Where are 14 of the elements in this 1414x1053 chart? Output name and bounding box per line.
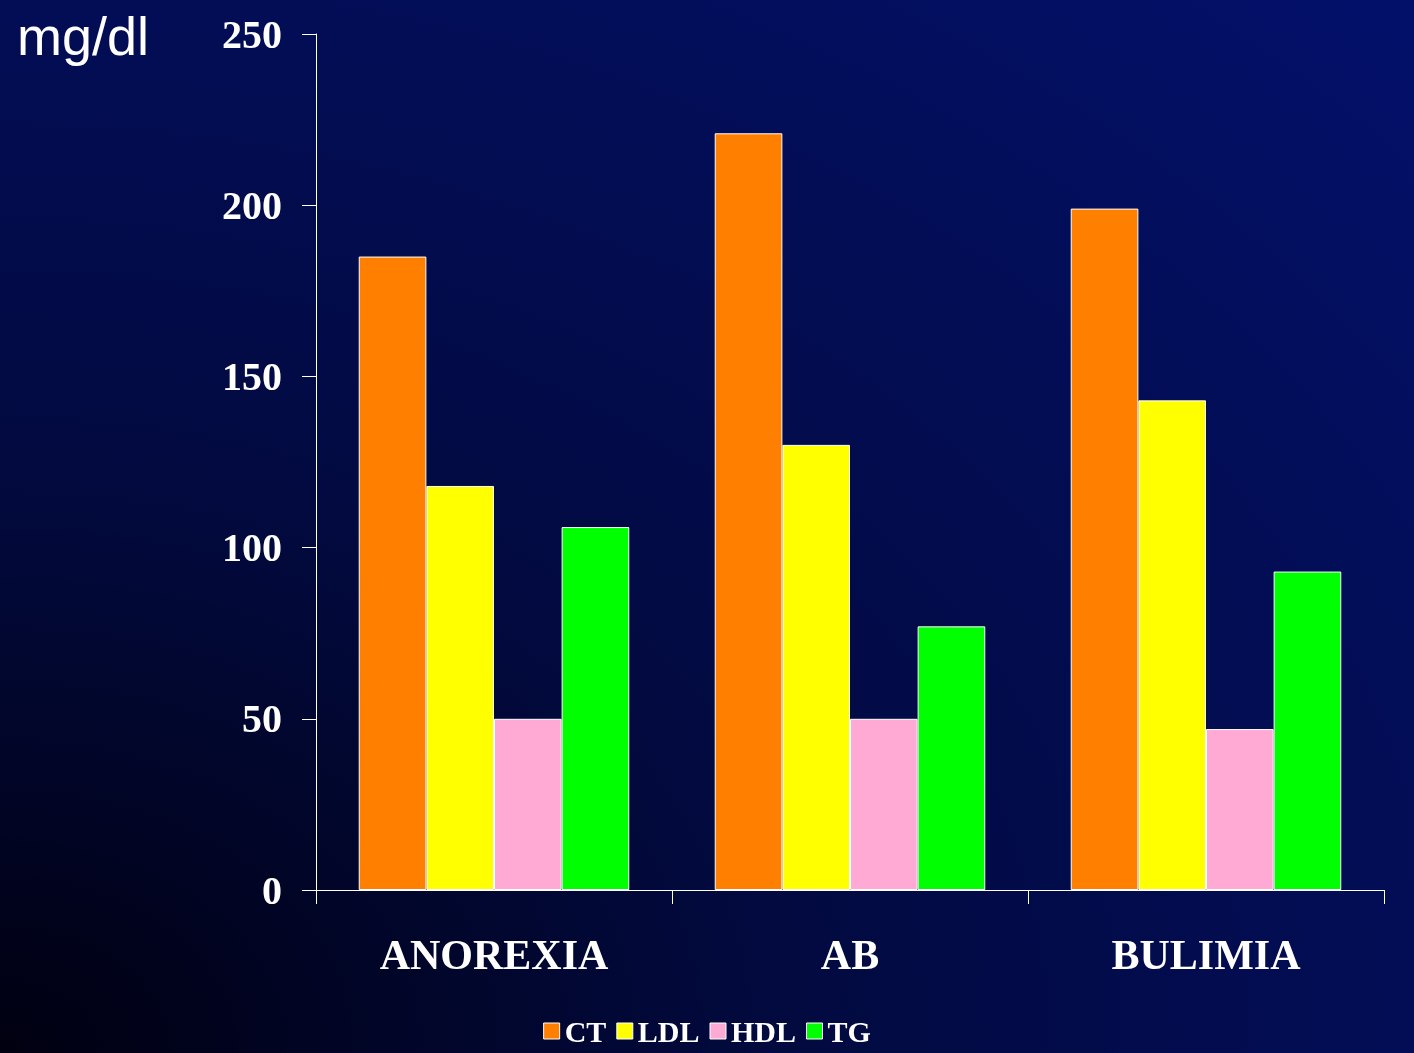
y-tick-label: 100 (222, 525, 282, 571)
legend-label: HDL (731, 1014, 797, 1048)
y-tick-label: 50 (242, 696, 282, 742)
y-tick-label: 0 (262, 867, 282, 913)
legend-label: CT (564, 1014, 607, 1048)
x-tick-label: AB (820, 932, 880, 978)
x-tick-label: BULIMIA (1111, 932, 1302, 978)
y-tick-label: 150 (222, 353, 282, 399)
y-axis-title: mg/dl (17, 6, 150, 66)
x-tick-label: ANOREXIA (379, 932, 610, 978)
y-tick-label: 200 (222, 182, 282, 228)
legend-label: TG (827, 1014, 871, 1048)
legend-label: LDL (637, 1014, 700, 1048)
y-tick-label: 250 (222, 11, 282, 57)
